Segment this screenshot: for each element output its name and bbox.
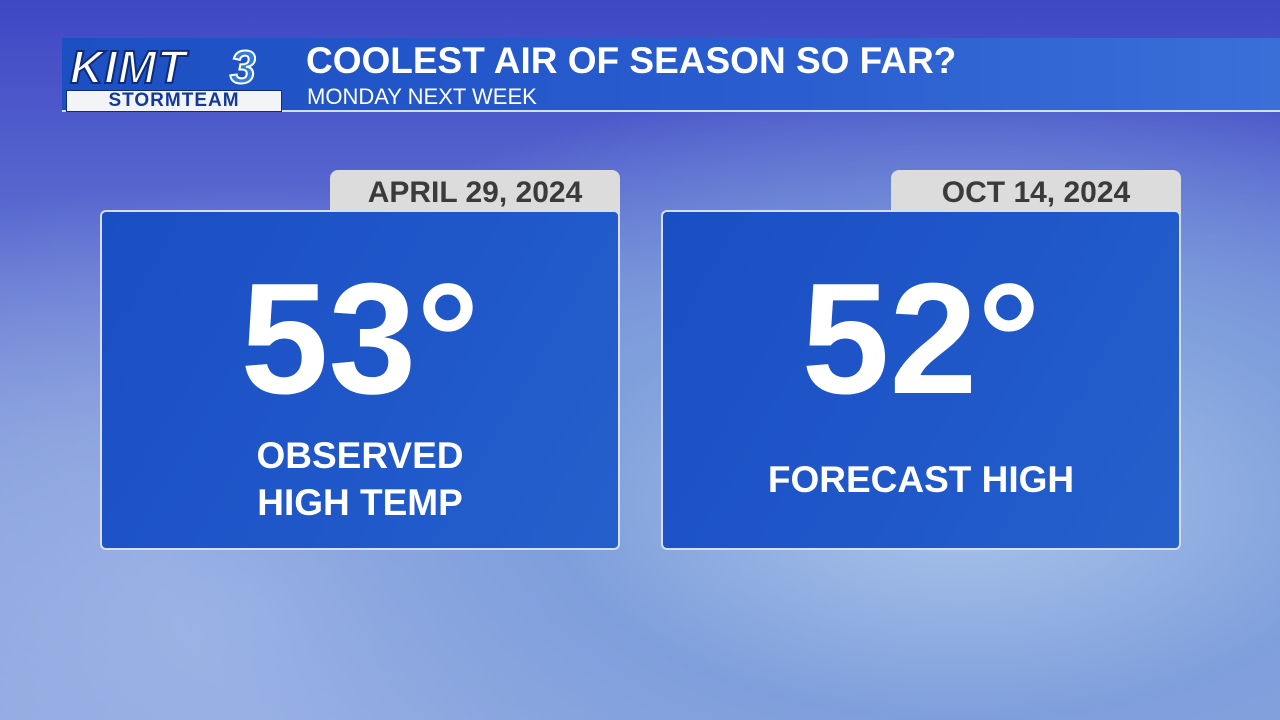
date-tab: OCT 14, 2024 — [891, 170, 1181, 214]
temperature-card: 52° FORECAST HIGH — [661, 210, 1181, 550]
logo-team: STORMTEAM — [66, 90, 282, 112]
label-line: HIGH TEMP — [257, 482, 463, 523]
temperature: 52° — [801, 251, 1041, 427]
logo-name: KIMT — [69, 40, 187, 94]
date-tab: APRIL 29, 2024 — [330, 170, 620, 214]
subtitle: MONDAY NEXT WEEK — [307, 84, 537, 109]
title: COOLEST AIR OF SEASON SO FAR? — [306, 40, 957, 81]
label-line: OBSERVED — [256, 435, 464, 476]
card-label: FORECAST HIGH — [663, 434, 1179, 524]
card-label: OBSERVED HIGH TEMP — [102, 434, 618, 524]
temperature-card: 53° OBSERVED HIGH TEMP — [100, 210, 620, 550]
logo: KIMT 3 STORMTEAM — [66, 40, 282, 112]
logo-number: 3 — [229, 40, 257, 94]
label-line: FORECAST HIGH — [767, 458, 1075, 500]
temperature: 53° — [240, 251, 480, 427]
